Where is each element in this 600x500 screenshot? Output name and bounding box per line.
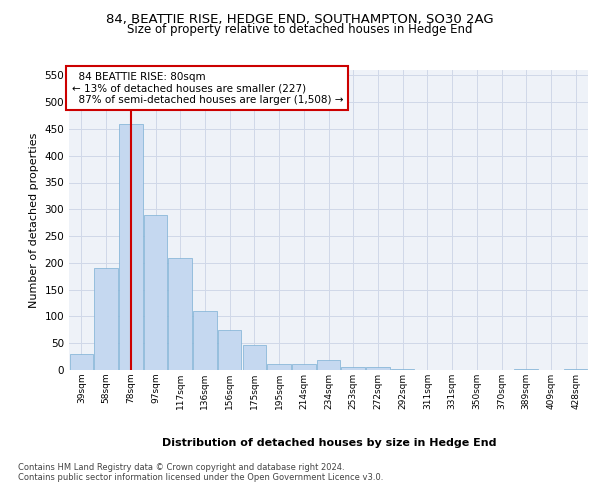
Bar: [292, 364, 316, 370]
Text: Contains HM Land Registry data © Crown copyright and database right 2024.: Contains HM Land Registry data © Crown c…: [18, 462, 344, 471]
Bar: [119, 124, 143, 370]
Bar: [514, 369, 538, 370]
Bar: [341, 367, 365, 370]
Bar: [144, 214, 167, 370]
Bar: [218, 330, 241, 370]
Text: Contains public sector information licensed under the Open Government Licence v3: Contains public sector information licen…: [18, 472, 383, 482]
Bar: [317, 360, 340, 370]
Bar: [169, 258, 192, 370]
Bar: [242, 345, 266, 370]
Text: 84 BEATTIE RISE: 80sqm
← 13% of detached houses are smaller (227)
  87% of semi-: 84 BEATTIE RISE: 80sqm ← 13% of detached…: [71, 72, 343, 104]
Bar: [94, 268, 118, 370]
Bar: [193, 311, 217, 370]
Text: Distribution of detached houses by size in Hedge End: Distribution of detached houses by size …: [161, 438, 496, 448]
Text: Size of property relative to detached houses in Hedge End: Size of property relative to detached ho…: [127, 22, 473, 36]
Text: 84, BEATTIE RISE, HEDGE END, SOUTHAMPTON, SO30 2AG: 84, BEATTIE RISE, HEDGE END, SOUTHAMPTON…: [106, 12, 494, 26]
Bar: [268, 364, 291, 370]
Y-axis label: Number of detached properties: Number of detached properties: [29, 132, 39, 308]
Bar: [366, 368, 389, 370]
Bar: [70, 354, 93, 370]
